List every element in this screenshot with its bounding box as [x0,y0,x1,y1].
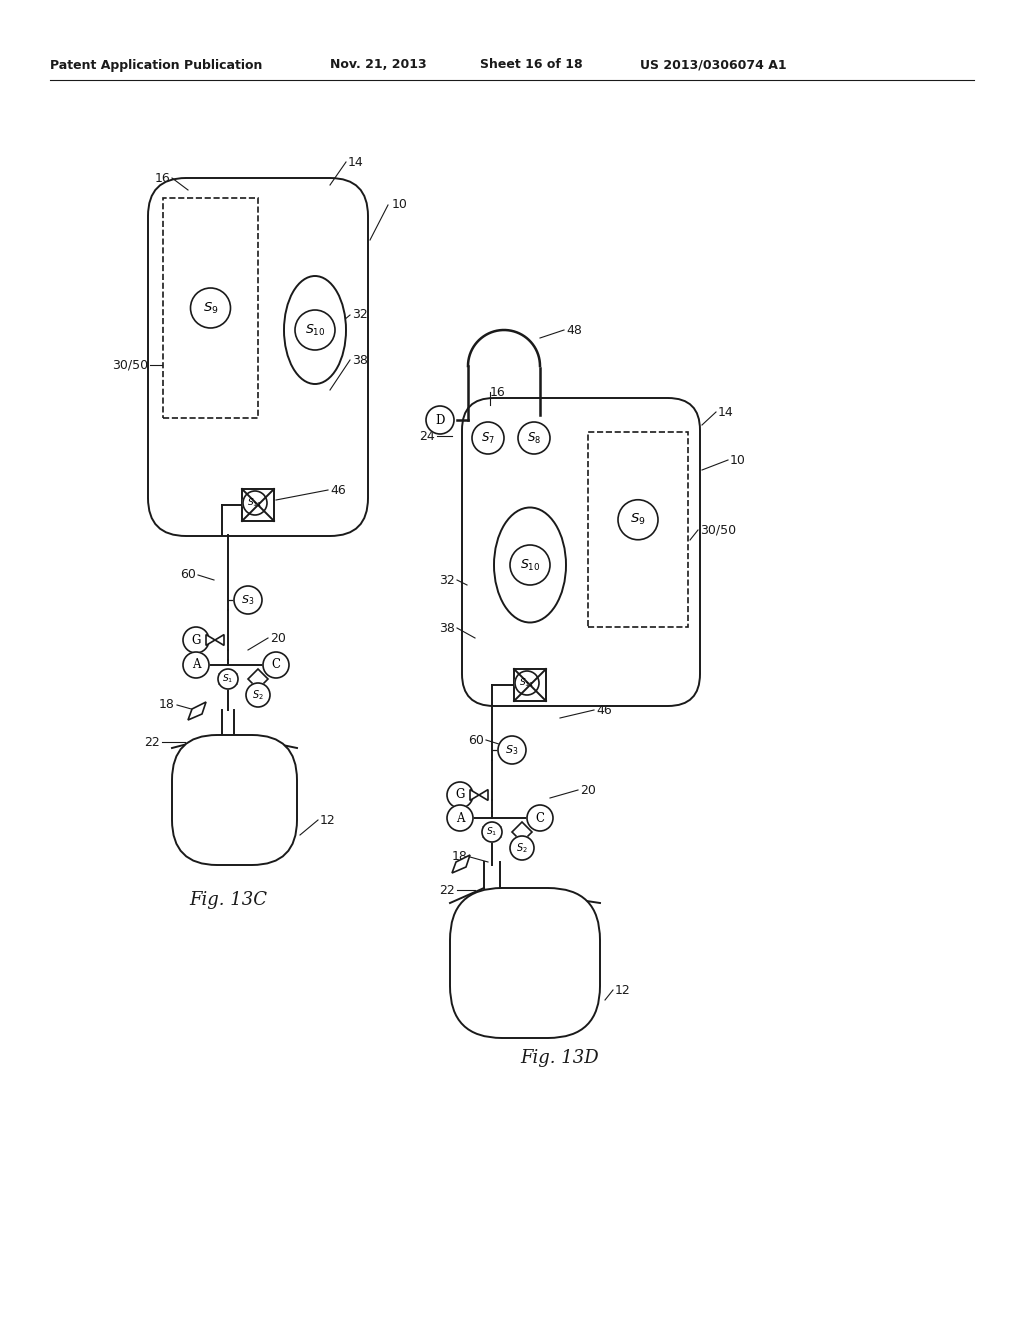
Text: 32: 32 [352,309,368,322]
Circle shape [183,627,209,653]
Circle shape [447,805,473,832]
Bar [588,432,688,627]
Circle shape [498,737,526,764]
Polygon shape [215,635,224,645]
Circle shape [510,545,550,585]
Polygon shape [483,826,492,837]
Text: $S_9$: $S_9$ [630,512,646,527]
Ellipse shape [284,276,346,384]
Circle shape [515,671,539,696]
Text: G: G [456,788,465,801]
Ellipse shape [494,507,566,623]
Circle shape [183,652,209,678]
Circle shape [190,288,230,327]
Polygon shape [188,702,206,719]
Circle shape [246,682,270,708]
Text: $S_1$: $S_1$ [486,826,498,838]
Text: 30/50: 30/50 [112,359,148,371]
Text: 10: 10 [392,198,408,211]
FancyBboxPatch shape [450,888,600,1038]
Text: US 2013/0306074 A1: US 2013/0306074 A1 [640,58,786,71]
Polygon shape [228,673,237,684]
Text: 12: 12 [319,813,336,826]
Text: $S_8$: $S_8$ [527,430,541,446]
Text: Patent Application Publication: Patent Application Publication [50,58,262,71]
Text: 32: 32 [439,573,455,586]
Text: 20: 20 [270,631,286,644]
Text: 16: 16 [490,385,506,399]
Text: Sheet 16 of 18: Sheet 16 of 18 [480,58,583,71]
Circle shape [618,500,658,540]
Polygon shape [219,673,228,684]
Text: Fig. 13D: Fig. 13D [520,1049,599,1067]
Text: $S_9$: $S_9$ [203,301,218,315]
Text: 16: 16 [155,172,170,185]
Circle shape [426,407,454,434]
Text: C: C [536,812,545,825]
Text: 24: 24 [419,429,435,442]
Bar [163,198,258,418]
Polygon shape [470,789,479,800]
Polygon shape [512,822,532,842]
FancyBboxPatch shape [148,178,368,536]
Text: $S_3$: $S_3$ [506,743,518,756]
Text: C: C [271,659,281,672]
Text: $S_{11}$: $S_{11}$ [519,677,535,689]
Text: Nov. 21, 2013: Nov. 21, 2013 [330,58,427,71]
Text: 46: 46 [596,704,611,717]
Circle shape [295,310,335,350]
Polygon shape [479,789,488,800]
Circle shape [510,836,534,861]
Text: 10: 10 [730,454,745,466]
Circle shape [234,586,262,614]
Circle shape [482,822,502,842]
Polygon shape [206,635,215,645]
Circle shape [527,805,553,832]
FancyBboxPatch shape [462,399,700,706]
Circle shape [263,652,289,678]
Text: $S_{10}$: $S_{10}$ [305,322,326,338]
Text: 14: 14 [348,156,364,169]
Bar [514,669,546,701]
Circle shape [218,669,238,689]
Text: G: G [191,634,201,647]
Text: 12: 12 [615,983,631,997]
Circle shape [447,781,473,808]
Text: 48: 48 [566,323,582,337]
Text: $S_2$: $S_2$ [516,841,527,855]
Text: Fig. 13C: Fig. 13C [189,891,267,909]
Polygon shape [248,669,268,689]
Circle shape [472,422,504,454]
Text: 60: 60 [468,734,484,747]
Text: $S_3$: $S_3$ [242,593,255,607]
Text: $S_7$: $S_7$ [481,430,495,446]
Text: 46: 46 [330,483,346,496]
Text: 22: 22 [439,883,455,896]
Text: 18: 18 [453,850,468,863]
Text: 22: 22 [144,735,160,748]
Bar [242,488,274,521]
Text: 30/50: 30/50 [700,524,736,536]
Text: 20: 20 [580,784,596,796]
Text: $S_{11}$: $S_{11}$ [248,496,262,510]
Circle shape [243,491,267,515]
Text: 60: 60 [180,569,196,582]
Text: 14: 14 [718,405,734,418]
Text: $S_2$: $S_2$ [252,688,264,702]
Text: 38: 38 [352,354,368,367]
Text: $S_{10}$: $S_{10}$ [520,557,541,573]
Text: 18: 18 [159,698,175,711]
FancyBboxPatch shape [172,735,297,865]
Text: 38: 38 [439,622,455,635]
Polygon shape [452,855,470,873]
Text: $S_1$: $S_1$ [222,673,233,685]
Text: D: D [435,413,444,426]
Circle shape [518,422,550,454]
Text: A: A [456,812,464,825]
Polygon shape [492,826,501,837]
Text: A: A [191,659,201,672]
